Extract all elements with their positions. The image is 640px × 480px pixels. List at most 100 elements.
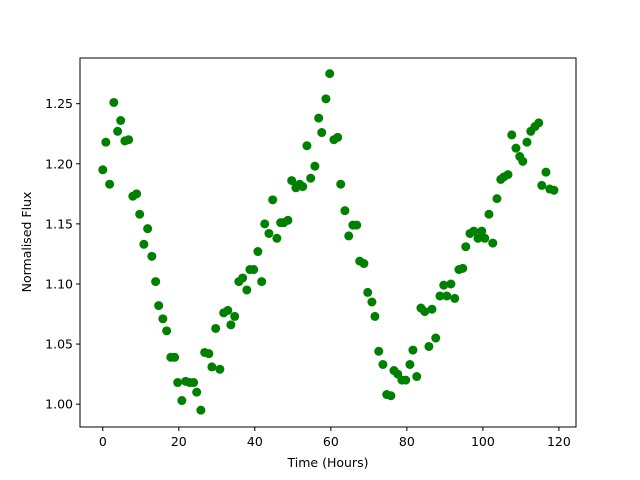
point — [189, 378, 199, 388]
point — [534, 118, 544, 128]
point — [177, 396, 187, 406]
point — [480, 233, 490, 243]
point — [287, 176, 297, 186]
point — [207, 362, 217, 372]
point — [378, 359, 388, 369]
point — [101, 137, 111, 147]
point — [367, 297, 377, 307]
point — [461, 242, 471, 252]
point — [98, 165, 108, 175]
point — [211, 323, 221, 333]
point — [162, 326, 172, 336]
point — [439, 280, 449, 290]
point — [242, 285, 252, 295]
y-axis-label: Normalised Flux — [19, 192, 34, 293]
x-tick-label: 100 — [471, 434, 495, 449]
point — [333, 132, 343, 142]
point — [522, 137, 532, 147]
point — [450, 293, 460, 303]
point — [314, 113, 324, 123]
point — [549, 185, 559, 195]
point — [458, 263, 468, 273]
point — [420, 307, 430, 317]
point — [477, 226, 487, 236]
point — [260, 219, 270, 229]
point — [401, 375, 411, 385]
point — [238, 273, 248, 283]
point — [370, 311, 380, 321]
point — [412, 372, 422, 382]
point — [484, 209, 494, 219]
point — [116, 116, 126, 126]
point — [215, 364, 225, 374]
point — [424, 341, 434, 351]
point — [518, 156, 528, 166]
point — [336, 179, 346, 189]
point — [249, 265, 259, 275]
point — [173, 378, 183, 388]
point — [446, 279, 456, 289]
point — [230, 311, 240, 321]
point — [302, 141, 312, 151]
point — [135, 209, 145, 219]
y-tick-label: 1.05 — [45, 337, 73, 352]
point — [158, 314, 168, 324]
point — [105, 179, 115, 189]
point — [192, 387, 202, 397]
point — [204, 349, 214, 359]
point — [310, 161, 320, 171]
point — [435, 291, 445, 301]
x-axis-label: Time (Hours) — [287, 455, 369, 470]
point — [272, 233, 282, 243]
point — [253, 247, 263, 257]
point — [352, 220, 362, 230]
point — [154, 301, 164, 311]
point — [264, 228, 274, 238]
plot-frame — [79, 57, 577, 428]
point — [226, 320, 236, 330]
x-tick-label: 20 — [171, 434, 187, 449]
point — [124, 135, 134, 145]
point — [321, 94, 331, 104]
point — [473, 233, 483, 243]
point — [442, 291, 452, 301]
point — [492, 194, 502, 204]
point — [359, 259, 369, 269]
point — [431, 333, 441, 343]
point — [541, 167, 551, 177]
point — [511, 143, 521, 153]
point — [223, 305, 233, 315]
point — [344, 231, 354, 241]
point — [488, 238, 498, 248]
point — [151, 277, 161, 287]
point — [427, 304, 437, 314]
point — [257, 277, 267, 287]
x-tick-label: 120 — [547, 434, 571, 449]
point — [325, 69, 335, 79]
point — [109, 97, 119, 107]
point — [170, 352, 180, 362]
point — [113, 126, 123, 136]
x-tick-label: 60 — [323, 434, 339, 449]
point — [408, 345, 418, 355]
point — [298, 182, 308, 192]
point — [132, 189, 142, 199]
point — [503, 170, 513, 180]
point — [374, 346, 384, 356]
point — [537, 180, 547, 190]
x-tick-label: 40 — [247, 434, 263, 449]
y-tick-label: 1.20 — [45, 156, 73, 171]
y-tick-label: 1.10 — [45, 276, 73, 291]
point — [340, 206, 350, 216]
point — [363, 287, 373, 297]
y-tick-label: 1.15 — [45, 216, 73, 231]
point — [306, 173, 316, 183]
point — [405, 359, 415, 369]
point — [147, 251, 157, 261]
point — [268, 195, 278, 205]
point — [283, 215, 293, 225]
point — [469, 226, 479, 236]
point — [386, 391, 396, 401]
point — [507, 130, 517, 140]
